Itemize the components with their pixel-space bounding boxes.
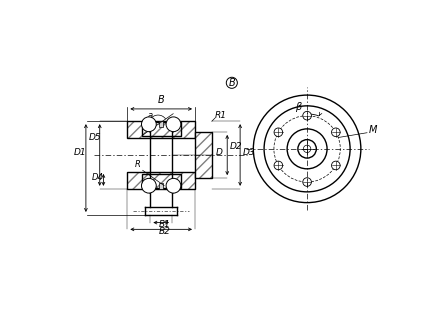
Bar (142, 122, 181, 136)
Bar (159, 183, 163, 189)
Bar (127, 172, 195, 189)
Text: R1: R1 (215, 111, 227, 120)
Text: D2: D2 (230, 142, 242, 151)
Bar (142, 174, 181, 188)
Text: B1: B1 (158, 220, 170, 229)
Bar (159, 121, 163, 127)
Text: D4: D4 (91, 173, 103, 182)
Bar (127, 172, 195, 189)
Text: R: R (135, 160, 141, 169)
Text: B2: B2 (158, 227, 170, 236)
Circle shape (303, 111, 311, 120)
Bar (142, 122, 181, 136)
Bar (195, 132, 212, 178)
Circle shape (142, 117, 156, 132)
Text: D1: D1 (74, 148, 87, 157)
Bar (195, 132, 212, 178)
Bar (142, 174, 181, 188)
Text: β: β (295, 102, 301, 112)
Text: B: B (228, 78, 235, 88)
Text: M: M (368, 125, 377, 135)
Circle shape (166, 178, 181, 193)
Text: B: B (158, 95, 164, 105)
Circle shape (274, 128, 283, 137)
Circle shape (274, 161, 283, 170)
Circle shape (166, 117, 181, 132)
Circle shape (331, 161, 340, 170)
Circle shape (142, 178, 156, 193)
Bar (127, 121, 195, 138)
Bar (127, 121, 195, 138)
Circle shape (331, 128, 340, 137)
Text: D: D (216, 148, 223, 157)
Text: D5: D5 (89, 133, 102, 142)
Text: a: a (148, 111, 153, 120)
Text: D3: D3 (242, 148, 255, 157)
Circle shape (303, 178, 311, 186)
